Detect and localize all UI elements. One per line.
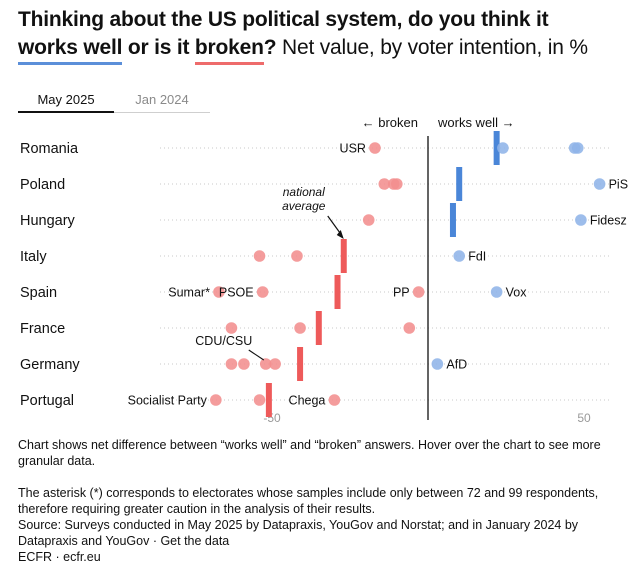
national-average-bar[interactable] bbox=[493, 131, 500, 165]
country-label: Romania bbox=[20, 141, 79, 157]
data-point[interactable] bbox=[362, 214, 375, 226]
callout-leader-line bbox=[248, 349, 265, 361]
national-average-bar[interactable] bbox=[340, 239, 347, 273]
national-average-bar[interactable] bbox=[265, 383, 272, 417]
data-point[interactable] bbox=[238, 358, 250, 370]
national-average-bar[interactable] bbox=[449, 203, 456, 237]
data-point[interactable] bbox=[369, 142, 381, 154]
data-point[interactable] bbox=[253, 394, 266, 406]
country-label: Portugal bbox=[20, 393, 74, 409]
data-point[interactable] bbox=[490, 286, 503, 298]
x-tick-label: 50 bbox=[577, 411, 591, 425]
data-point[interactable] bbox=[497, 142, 509, 154]
ecfr-link[interactable]: ecfr.eu bbox=[63, 550, 101, 564]
title-part-3: ? bbox=[263, 36, 277, 59]
annotation-leader-line bbox=[327, 215, 342, 235]
country-label: Italy bbox=[20, 249, 47, 265]
national-average-bar[interactable] bbox=[334, 275, 341, 309]
data-point-label: PP bbox=[393, 286, 410, 300]
data-point-label: PiS bbox=[609, 178, 628, 192]
title-broken: broken bbox=[194, 34, 264, 65]
data-point-label: AfD bbox=[446, 358, 467, 372]
data-point[interactable] bbox=[453, 250, 466, 262]
source-text: Source: Surveys conducted in May 2025 by… bbox=[18, 518, 579, 548]
data-point[interactable] bbox=[378, 178, 391, 190]
data-point[interactable] bbox=[225, 358, 238, 370]
source-line: Source: Surveys conducted in May 2025 by… bbox=[18, 517, 626, 549]
period-tabs: May 2025 Jan 2024 bbox=[18, 92, 210, 113]
credit-text: ECFR · bbox=[18, 550, 64, 564]
data-point-label: Fidesz bbox=[590, 214, 627, 228]
annotation-arrowhead bbox=[336, 230, 344, 239]
country-label: Poland bbox=[20, 177, 65, 193]
data-point[interactable] bbox=[571, 142, 584, 154]
title-part-2: or is it bbox=[122, 36, 195, 59]
tab-jan-2024[interactable]: Jan 2024 bbox=[114, 92, 210, 113]
dot-plot-chart[interactable]: ← broken works well → Romania Poland Hungary… bbox=[0, 110, 640, 430]
data-point-label: Socialist Party bbox=[128, 394, 208, 408]
data-point-label: Chega bbox=[289, 394, 326, 408]
data-point[interactable] bbox=[210, 394, 222, 406]
data-point[interactable] bbox=[391, 178, 403, 190]
national-average-annotation: average bbox=[282, 199, 326, 213]
chart-notes: Chart shows net difference between “work… bbox=[18, 437, 626, 565]
asterisk-note: The asterisk (*) corresponds to electora… bbox=[18, 486, 599, 516]
get-data-link[interactable]: Get the data bbox=[160, 534, 230, 548]
data-point-label: PSOE bbox=[219, 286, 254, 300]
data-point[interactable] bbox=[403, 322, 416, 334]
data-point[interactable] bbox=[575, 214, 587, 226]
country-label: Spain bbox=[20, 285, 57, 301]
country-label: Germany bbox=[20, 357, 80, 373]
data-point[interactable] bbox=[291, 250, 303, 262]
title-works-well: works well bbox=[18, 34, 123, 65]
data-point[interactable] bbox=[294, 322, 306, 334]
national-average-annotation: national bbox=[283, 185, 325, 199]
data-point[interactable] bbox=[593, 178, 606, 190]
direction-label-broken: ← broken bbox=[362, 115, 418, 130]
data-point-label: FdI bbox=[468, 250, 486, 264]
data-point[interactable] bbox=[412, 286, 425, 298]
chart-subtitle: Net value, by voter intention, in % bbox=[276, 36, 588, 59]
chart-description: Chart shows net difference between “work… bbox=[18, 438, 601, 468]
data-point[interactable] bbox=[259, 358, 272, 370]
data-point[interactable] bbox=[269, 358, 281, 370]
country-label: France bbox=[20, 321, 65, 337]
data-point[interactable] bbox=[256, 286, 269, 298]
chart-title: Thinking about the US political system, … bbox=[18, 6, 628, 65]
country-label: Hungary bbox=[20, 213, 76, 229]
national-average-bar[interactable] bbox=[297, 347, 304, 381]
data-point[interactable] bbox=[253, 250, 266, 262]
data-point[interactable] bbox=[328, 394, 341, 406]
data-point-label: Sumar* bbox=[168, 286, 210, 300]
national-average-bar[interactable] bbox=[456, 167, 463, 201]
data-point[interactable] bbox=[213, 286, 225, 298]
national-average-bar[interactable] bbox=[315, 311, 322, 345]
tab-may-2025[interactable]: May 2025 bbox=[18, 92, 114, 113]
direction-label-works-well: works well → bbox=[437, 115, 515, 130]
title-part-1: Thinking about the US political system, … bbox=[18, 8, 549, 31]
data-point[interactable] bbox=[431, 358, 444, 370]
data-point-label: USR bbox=[340, 142, 366, 156]
data-point-label: Vox bbox=[506, 286, 528, 300]
data-point[interactable] bbox=[225, 322, 238, 334]
callout-label: CDU/CSU bbox=[195, 334, 252, 348]
credit-line: ECFR · ecfr.eu bbox=[18, 549, 626, 565]
